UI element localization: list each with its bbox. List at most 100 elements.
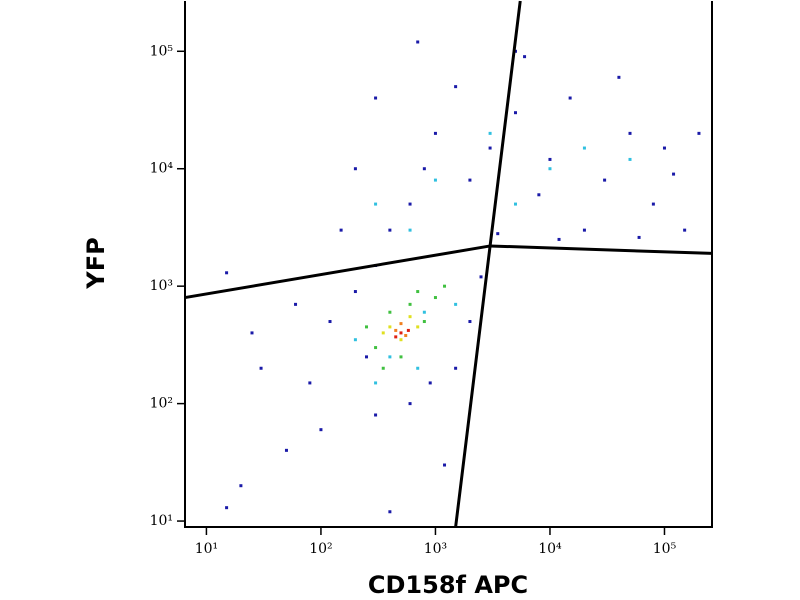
event-dot (225, 506, 229, 510)
event-dot (284, 448, 288, 452)
event-dot (339, 228, 343, 232)
event-dot (568, 96, 572, 100)
event-dot (365, 355, 369, 359)
y-tick-label: 10³ (150, 278, 173, 294)
event-dot (582, 146, 586, 150)
event-dot (399, 331, 403, 335)
event-dot (496, 232, 500, 236)
gate-line (454, 0, 522, 528)
event-dot (353, 167, 357, 171)
event-dot (443, 284, 447, 288)
plot-frame (184, 1, 713, 528)
event-dot (548, 157, 552, 161)
event-dot (381, 366, 385, 370)
x-tick-label: 10² (309, 541, 332, 557)
event-dot (394, 328, 398, 332)
event-dot (628, 157, 632, 161)
event-dot (239, 484, 243, 488)
event-dot (523, 55, 527, 59)
event-dot (683, 228, 687, 232)
y-tick-label: 10² (150, 396, 173, 412)
gate-line (184, 244, 713, 300)
event-dot (374, 202, 378, 206)
event-dot (672, 172, 676, 176)
event-dot (381, 331, 385, 335)
event-dot (374, 96, 378, 100)
x-tick-label: 10¹ (195, 541, 218, 557)
event-dot (399, 338, 403, 342)
event-dot (488, 146, 492, 150)
event-dot (422, 320, 426, 324)
x-tick-label: 10⁵ (653, 541, 677, 557)
event-dot (433, 131, 437, 135)
event-dot (319, 428, 323, 432)
event-dot (603, 178, 607, 182)
event-dot (408, 202, 412, 206)
event-dot (353, 338, 357, 342)
event-dot (374, 381, 378, 385)
event-dot (388, 355, 392, 359)
x-axis-title: CD158f APC (368, 571, 528, 599)
event-dot (557, 237, 561, 241)
event-dot (697, 131, 701, 135)
event-dot (662, 146, 666, 150)
event-dot (548, 167, 552, 171)
y-tick-label: 10⁴ (150, 161, 174, 177)
event-dot (454, 366, 458, 370)
event-dot (259, 366, 263, 370)
event-dot (399, 355, 403, 359)
x-tick-label: 10³ (424, 541, 447, 557)
event-dot (365, 325, 369, 329)
y-axis-title: YFP (82, 237, 110, 289)
event-dot (488, 131, 492, 135)
event-dot (637, 235, 641, 239)
event-dot (454, 302, 458, 306)
event-dot (628, 131, 632, 135)
event-dot (468, 178, 472, 182)
event-dot (454, 85, 458, 89)
event-dot (408, 228, 412, 232)
event-dot (651, 202, 655, 206)
event-dot (408, 402, 412, 406)
event-dot (408, 315, 412, 319)
event-dot (422, 310, 426, 314)
event-dot (433, 296, 437, 300)
event-dot (406, 328, 410, 332)
event-dot (225, 271, 229, 275)
event-dot (388, 228, 392, 232)
event-dot (582, 228, 586, 232)
event-dot (394, 335, 398, 339)
event-dot (308, 381, 312, 385)
event-dot (468, 320, 472, 324)
event-dot (513, 202, 517, 206)
event-dot (374, 346, 378, 350)
event-dot (399, 322, 403, 326)
event-dot (388, 325, 392, 329)
event-dot (294, 302, 298, 306)
event-dot (416, 325, 420, 329)
event-dot (479, 275, 483, 279)
event-dot (537, 193, 541, 197)
event-dot (388, 510, 392, 514)
y-tick-label: 10¹ (150, 513, 173, 529)
event-dot (353, 290, 357, 294)
x-tick-label: 10⁴ (538, 541, 562, 557)
event-dot (416, 366, 420, 370)
event-dot (388, 310, 392, 314)
event-dot (433, 178, 437, 182)
event-dot (250, 331, 254, 335)
event-dot (428, 381, 432, 385)
event-dot (374, 413, 378, 417)
event-dot (328, 320, 332, 324)
y-tick-label: 10⁵ (150, 43, 174, 59)
event-dot (513, 111, 517, 115)
event-dot (617, 75, 621, 79)
event-dot (416, 290, 420, 294)
event-dot (422, 167, 426, 171)
event-dot (416, 40, 420, 44)
event-dot (443, 463, 447, 467)
event-dot (408, 302, 412, 306)
event-dot (404, 334, 408, 338)
